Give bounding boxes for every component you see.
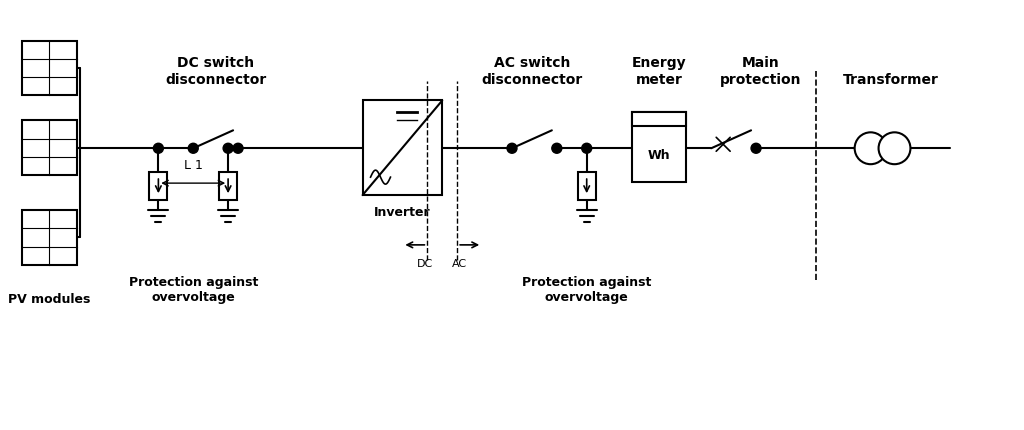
Circle shape	[552, 144, 562, 154]
Text: PV modules: PV modules	[7, 292, 90, 305]
Bar	[22, 211, 77, 265]
Text: Inverter: Inverter	[374, 206, 431, 218]
Circle shape	[855, 133, 887, 165]
Bar	[22, 121, 77, 176]
Circle shape	[751, 144, 761, 154]
Bar	[22, 42, 77, 96]
Circle shape	[188, 144, 199, 154]
Bar	[362, 101, 442, 196]
Bar	[578, 173, 596, 200]
Text: Protection against
overvoltage: Protection against overvoltage	[522, 275, 651, 303]
Circle shape	[879, 133, 910, 165]
Bar	[150, 173, 167, 200]
Text: DC: DC	[417, 258, 433, 268]
Text: DC switch
disconnector: DC switch disconnector	[165, 56, 266, 86]
Text: Energy
meter: Energy meter	[632, 56, 686, 86]
Text: AC: AC	[452, 258, 467, 268]
Text: Transformer: Transformer	[843, 72, 938, 86]
Bar	[632, 113, 686, 183]
Circle shape	[507, 144, 517, 154]
Circle shape	[223, 144, 233, 154]
Text: AC switch
disconnector: AC switch disconnector	[481, 56, 583, 86]
Circle shape	[233, 144, 243, 154]
Bar	[632, 113, 686, 127]
Bar	[219, 173, 238, 200]
Text: Main
protection: Main protection	[720, 56, 802, 86]
Circle shape	[582, 144, 592, 154]
Text: L 1: L 1	[183, 159, 203, 172]
Text: Protection against
overvoltage: Protection against overvoltage	[129, 275, 258, 303]
Circle shape	[154, 144, 164, 154]
Text: Wh: Wh	[647, 148, 671, 161]
